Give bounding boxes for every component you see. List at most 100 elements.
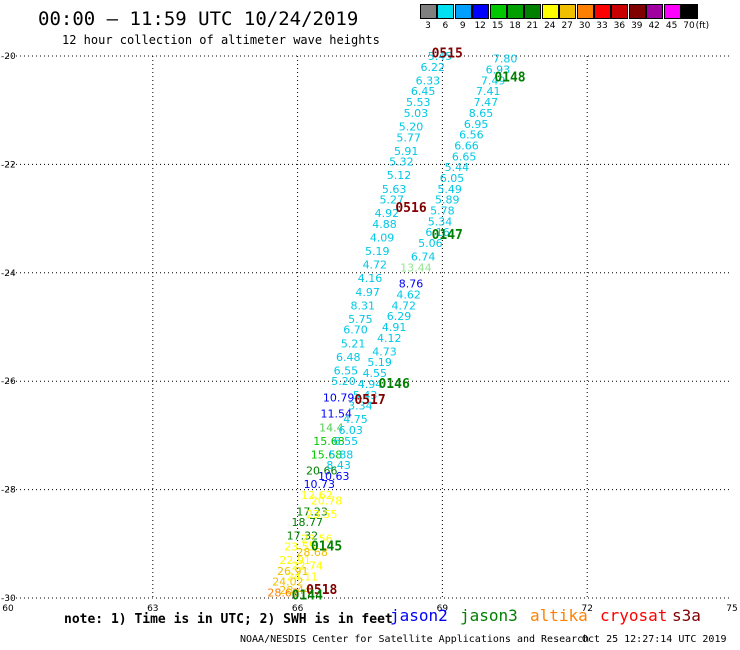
generation-timestamp: Oct 25 12:27:14 UTC 2019 — [582, 634, 727, 645]
credit-line: NOAA/NESDIS Center for Satellite Applica… — [240, 634, 590, 645]
wave-height-label: 4.73 — [372, 345, 397, 358]
pass-number-label: 0515 — [432, 46, 463, 61]
legend-label: 36 — [613, 21, 626, 31]
wave-height-label: 11.54 — [320, 408, 352, 421]
wave-height-label: 5.78 — [430, 204, 455, 217]
lon-tick-label: 69 — [437, 604, 449, 614]
wave-height-label: 28.44 — [279, 584, 311, 597]
wave-height-label: 15.68 — [311, 448, 343, 461]
chart-subtitle: 12 hour collection of altimeter wave hei… — [62, 33, 380, 47]
wave-height-label: 4.94 — [358, 378, 383, 391]
legend-label: 45 — [665, 21, 678, 31]
wave-height-label: 24.02 — [272, 576, 304, 589]
wave-height-label: 6.22 — [420, 61, 445, 74]
satellite-name: altika — [530, 606, 588, 625]
wave-height-label: 6.45 — [411, 85, 436, 98]
pass-number-label: 0517 — [354, 393, 385, 408]
legend-swatch — [541, 4, 559, 19]
wave-height-label: 4.88 — [372, 218, 397, 231]
wave-height-label: 6.65 — [452, 150, 477, 163]
wave-height-label: 18.77 — [292, 516, 324, 529]
legend-swatch — [437, 4, 455, 19]
wave-height-label: 5.34 — [428, 215, 453, 228]
legend-label: 18 — [509, 21, 521, 31]
wave-height-label: 14.4 — [319, 421, 344, 434]
wave-height-label: 6.48 — [336, 351, 361, 364]
wave-height-label: 6.95 — [464, 118, 489, 131]
legend-swatch — [681, 4, 698, 19]
wave-height-label: 10.79 — [323, 391, 355, 404]
wave-height-label: 5.43 — [353, 389, 378, 402]
wave-height-label: 20.78 — [311, 494, 343, 507]
wave-height-label: 28.68 — [296, 546, 328, 559]
wave-height-label: 23.56 — [301, 532, 333, 545]
pass-number-label: 0148 — [494, 71, 525, 86]
pass-number-label: 0145 — [311, 540, 342, 555]
wave-height-label: 5.32 — [389, 156, 414, 169]
wave-height-label: 17.32 — [287, 530, 319, 543]
wave-height-label: 6.74 — [411, 251, 436, 264]
wave-height-label: 4.55 — [363, 367, 388, 380]
legend-label: 33 — [596, 21, 608, 31]
wave-height-label: 5.53 — [406, 96, 431, 109]
legend-label: 15 — [491, 21, 504, 31]
legend-swatch — [576, 4, 594, 19]
wave-height-label: 5.49 — [437, 183, 462, 196]
legend-label: 30 — [578, 21, 591, 31]
wave-height-label: 23.55 — [284, 541, 316, 554]
wave-height-label: 5.91 — [394, 145, 419, 158]
wave-height-label: 7.41 — [476, 85, 501, 98]
pass-number-label: 0146 — [378, 377, 409, 392]
wave-height-label: 10.63 — [318, 470, 350, 483]
lat-tick-label: -20 — [1, 52, 16, 62]
wave-height-label: 5.89 — [435, 194, 460, 207]
wave-height-label: 15.68 — [313, 435, 345, 448]
wave-height-label: 7.80 — [493, 53, 518, 66]
legend-label: 3 — [425, 21, 431, 31]
wave-height-label: 6.05 — [440, 172, 465, 185]
lat-lon-grid — [8, 55, 732, 599]
lat-tick-label: -28 — [1, 486, 16, 496]
pass-number-label: 0144 — [292, 588, 323, 603]
wave-height-label: 26.91 — [277, 565, 309, 578]
wave-height-label: 4.92 — [375, 207, 400, 220]
wave-height-label: 5.77 — [396, 131, 421, 144]
legend-swatch — [420, 4, 437, 19]
lon-tick-label: 60 — [2, 604, 14, 614]
wave-height-label: 23.55 — [306, 508, 338, 521]
legend-label: (ft) — [695, 21, 710, 31]
legend-label: 9 — [459, 21, 466, 31]
satellite-name: s3a — [672, 606, 701, 625]
wave-height-label: 4.72 — [363, 259, 388, 272]
lat-tick-label: -30 — [1, 594, 16, 604]
wave-height-label: 22.91 — [279, 554, 311, 567]
chart-title: 00:00 — 11:59 UTC 10/24/2019 — [38, 8, 359, 30]
wave-height-label: 5.03 — [404, 107, 429, 120]
legend-swatch — [594, 4, 611, 19]
legend-label: 24 — [544, 21, 556, 31]
wave-height-label: 4.97 — [355, 286, 380, 299]
wave-height-label: 3.34 — [348, 400, 373, 413]
legend-swatch — [454, 4, 472, 19]
wave-height-label: 28.63 — [267, 587, 299, 600]
lat-tick-label: -22 — [1, 160, 16, 170]
legend-swatch — [507, 4, 524, 19]
wave-height-label: 24.11 — [287, 570, 319, 583]
wave-height-label: 8.43 — [326, 459, 351, 472]
wave-height-label: 5.20 — [331, 375, 356, 388]
lat-tick-label: -26 — [1, 377, 16, 387]
legend-swatch — [559, 4, 577, 19]
wave-height-label: 6.55 — [334, 435, 359, 448]
legend-label: 21 — [526, 21, 539, 31]
legend-swatch — [611, 4, 629, 19]
wave-height-label: 5.63 — [382, 183, 407, 196]
wave-height-label: 5.19 — [367, 356, 392, 369]
wave-height-label: 6.33 — [416, 74, 441, 87]
lon-tick-label: 75 — [726, 604, 737, 614]
pass-number-label: 0516 — [395, 201, 426, 216]
wave-height-label: 8.31 — [351, 299, 376, 312]
wave-height-label: 5.45 — [428, 50, 453, 63]
legend-label: 42 — [648, 21, 660, 31]
